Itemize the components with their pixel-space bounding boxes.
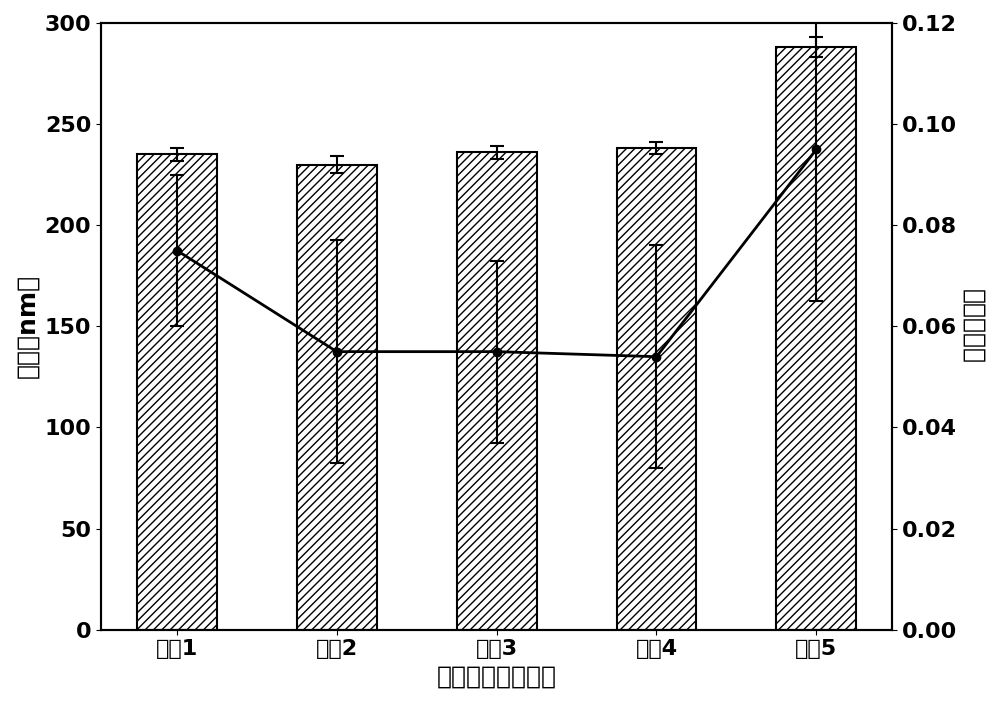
Bar (617, 149, 696, 629)
X-axis label: 不同投药量的处方: 不同投药量的处方 (437, 665, 557, 689)
Bar (297, 165, 377, 629)
Y-axis label: 粒径（nm）: 粒径（nm） (15, 275, 39, 379)
Bar (137, 154, 217, 629)
Bar (457, 153, 537, 629)
Bar (776, 47, 856, 629)
Y-axis label: 多分散系数: 多分散系数 (961, 289, 985, 364)
